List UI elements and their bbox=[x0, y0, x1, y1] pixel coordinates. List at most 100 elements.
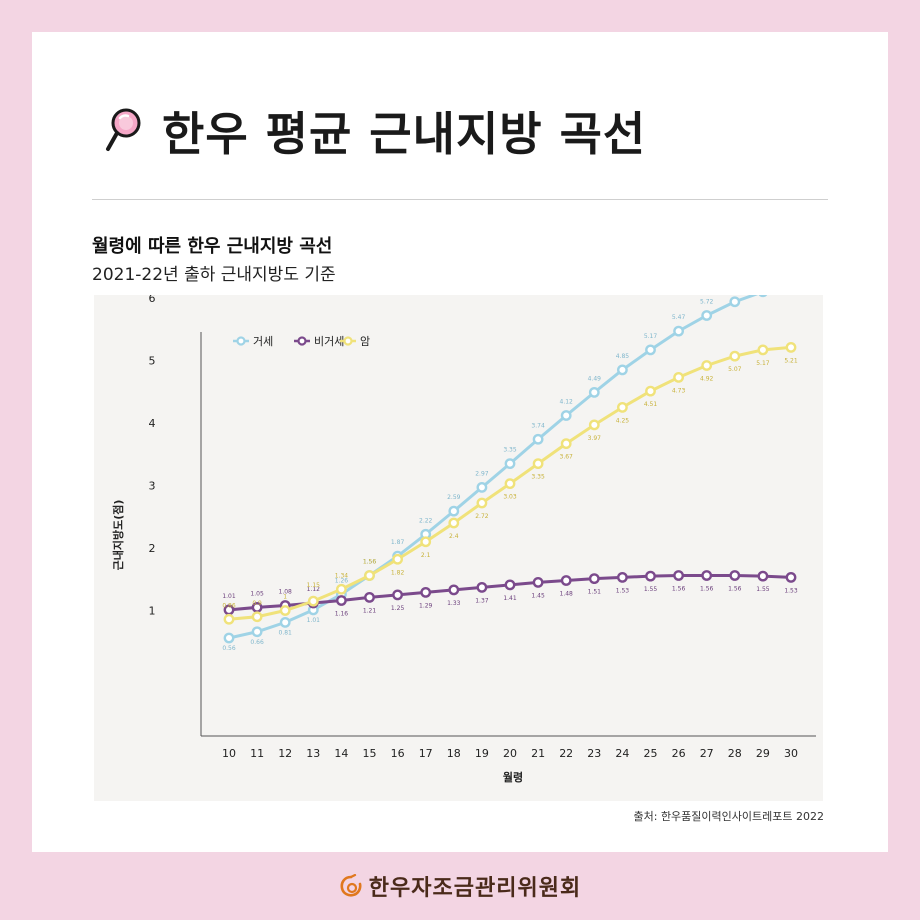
data-point bbox=[757, 344, 769, 356]
data-point bbox=[588, 419, 600, 431]
x-tick-label: 21 bbox=[531, 747, 545, 760]
data-point bbox=[588, 386, 600, 398]
data-label: 4.92 bbox=[700, 376, 714, 383]
data-label: 1.51 bbox=[588, 589, 602, 596]
data-point bbox=[476, 497, 488, 509]
data-label: 1.05 bbox=[250, 590, 264, 597]
x-tick-label: 15 bbox=[363, 747, 377, 760]
x-tick-label: 24 bbox=[615, 747, 629, 760]
data-point bbox=[307, 595, 319, 607]
data-point bbox=[560, 410, 572, 421]
x-tick-label: 29 bbox=[756, 747, 770, 760]
data-label: 3.03 bbox=[503, 494, 517, 501]
data-point bbox=[504, 478, 516, 490]
page-title: 한우 평균 근내지방 곡선 bbox=[162, 107, 647, 161]
legend-marker bbox=[297, 336, 307, 346]
x-tick-label: 13 bbox=[306, 747, 320, 760]
data-label: 1.56 bbox=[728, 586, 742, 593]
data-label: 1.34 bbox=[335, 572, 349, 579]
data-label: 5.07 bbox=[728, 366, 742, 373]
x-tick-label: 27 bbox=[700, 747, 714, 760]
data-label: 1.41 bbox=[503, 595, 517, 602]
data-point bbox=[532, 433, 544, 445]
data-label: 1.56 bbox=[700, 586, 714, 593]
data-label: 5.17 bbox=[644, 333, 658, 340]
legend-marker bbox=[236, 336, 246, 346]
x-tick-label: 22 bbox=[559, 747, 573, 760]
data-point bbox=[392, 553, 403, 565]
data-point bbox=[701, 360, 713, 371]
data-label: 3.35 bbox=[503, 447, 517, 454]
x-tick-label: 11 bbox=[250, 747, 264, 760]
data-point bbox=[476, 581, 488, 593]
data-label: 1.21 bbox=[363, 607, 377, 614]
y-tick-label: 6 bbox=[149, 295, 156, 305]
data-label: 1.29 bbox=[419, 602, 433, 609]
data-point bbox=[476, 481, 488, 493]
data-label: 1.08 bbox=[279, 589, 293, 596]
data-label: 2.97 bbox=[475, 470, 489, 477]
data-label: 3.97 bbox=[588, 435, 602, 442]
data-point bbox=[785, 571, 797, 583]
data-label: 0.56 bbox=[222, 645, 236, 652]
data-point bbox=[673, 371, 684, 383]
data-label: 4.49 bbox=[588, 375, 602, 382]
data-label: 4.12 bbox=[560, 399, 574, 406]
data-label: 1.56 bbox=[363, 559, 377, 566]
data-label: 1.16 bbox=[335, 611, 349, 618]
data-label: 2.1 bbox=[421, 552, 431, 559]
data-point bbox=[364, 570, 375, 581]
hanwoo-logo-icon bbox=[340, 874, 362, 897]
legend-label: 거세 bbox=[253, 335, 273, 348]
data-label: 3.74 bbox=[531, 422, 545, 429]
data-point bbox=[560, 575, 572, 586]
data-point bbox=[223, 613, 235, 625]
data-point bbox=[617, 364, 628, 376]
legend-marker bbox=[343, 336, 353, 346]
data-point bbox=[729, 350, 741, 362]
legend-label: 암 bbox=[360, 335, 370, 348]
data-point bbox=[420, 536, 432, 548]
data-label: 1.26 bbox=[335, 577, 349, 584]
data-label: 2.22 bbox=[419, 517, 433, 524]
data-point bbox=[645, 385, 656, 397]
data-point bbox=[223, 632, 235, 644]
y-tick-label: 5 bbox=[149, 355, 156, 368]
y-tick-label: 2 bbox=[149, 542, 156, 555]
x-tick-label: 17 bbox=[419, 747, 433, 760]
data-label: 1.25 bbox=[391, 605, 405, 612]
data-label: 1.53 bbox=[784, 587, 798, 594]
org-name: 한우자조금관리위원회 bbox=[368, 876, 582, 901]
y-axis-label: 근내지방도(점) bbox=[111, 500, 125, 571]
source-note: 출처: 한우품질이력인사이트레포트 2022 bbox=[633, 810, 825, 823]
data-point bbox=[448, 517, 460, 529]
data-point bbox=[701, 570, 713, 581]
x-axis-label: 월령 bbox=[503, 770, 523, 784]
x-tick-label: 28 bbox=[728, 747, 742, 760]
data-label: 1.56 bbox=[363, 559, 377, 566]
y-tick-label: 3 bbox=[149, 480, 156, 493]
card: 한우 평균 근내지방 곡선 월령에 따른 한우 근내지방 곡선 2021-22년… bbox=[32, 32, 888, 852]
data-point bbox=[335, 583, 347, 595]
data-point bbox=[251, 626, 263, 638]
data-label: 1.01 bbox=[222, 593, 236, 600]
divider bbox=[92, 199, 828, 200]
data-point bbox=[645, 570, 656, 582]
data-point bbox=[757, 286, 769, 298]
magnifier-icon bbox=[106, 108, 141, 151]
data-point bbox=[729, 296, 741, 308]
data-point bbox=[279, 605, 291, 616]
data-point bbox=[420, 586, 432, 598]
data-point bbox=[279, 616, 291, 628]
data-label: 0.9 bbox=[252, 600, 262, 607]
data-label: 0.66 bbox=[250, 639, 264, 646]
data-point bbox=[392, 589, 403, 601]
data-label: 1.37 bbox=[475, 597, 489, 604]
data-point bbox=[785, 341, 797, 353]
data-point bbox=[645, 344, 656, 356]
data-label: 4.25 bbox=[616, 417, 630, 424]
legend-label: 비거세 bbox=[314, 335, 344, 348]
data-point bbox=[701, 310, 713, 321]
data-label: 4.51 bbox=[644, 401, 658, 408]
